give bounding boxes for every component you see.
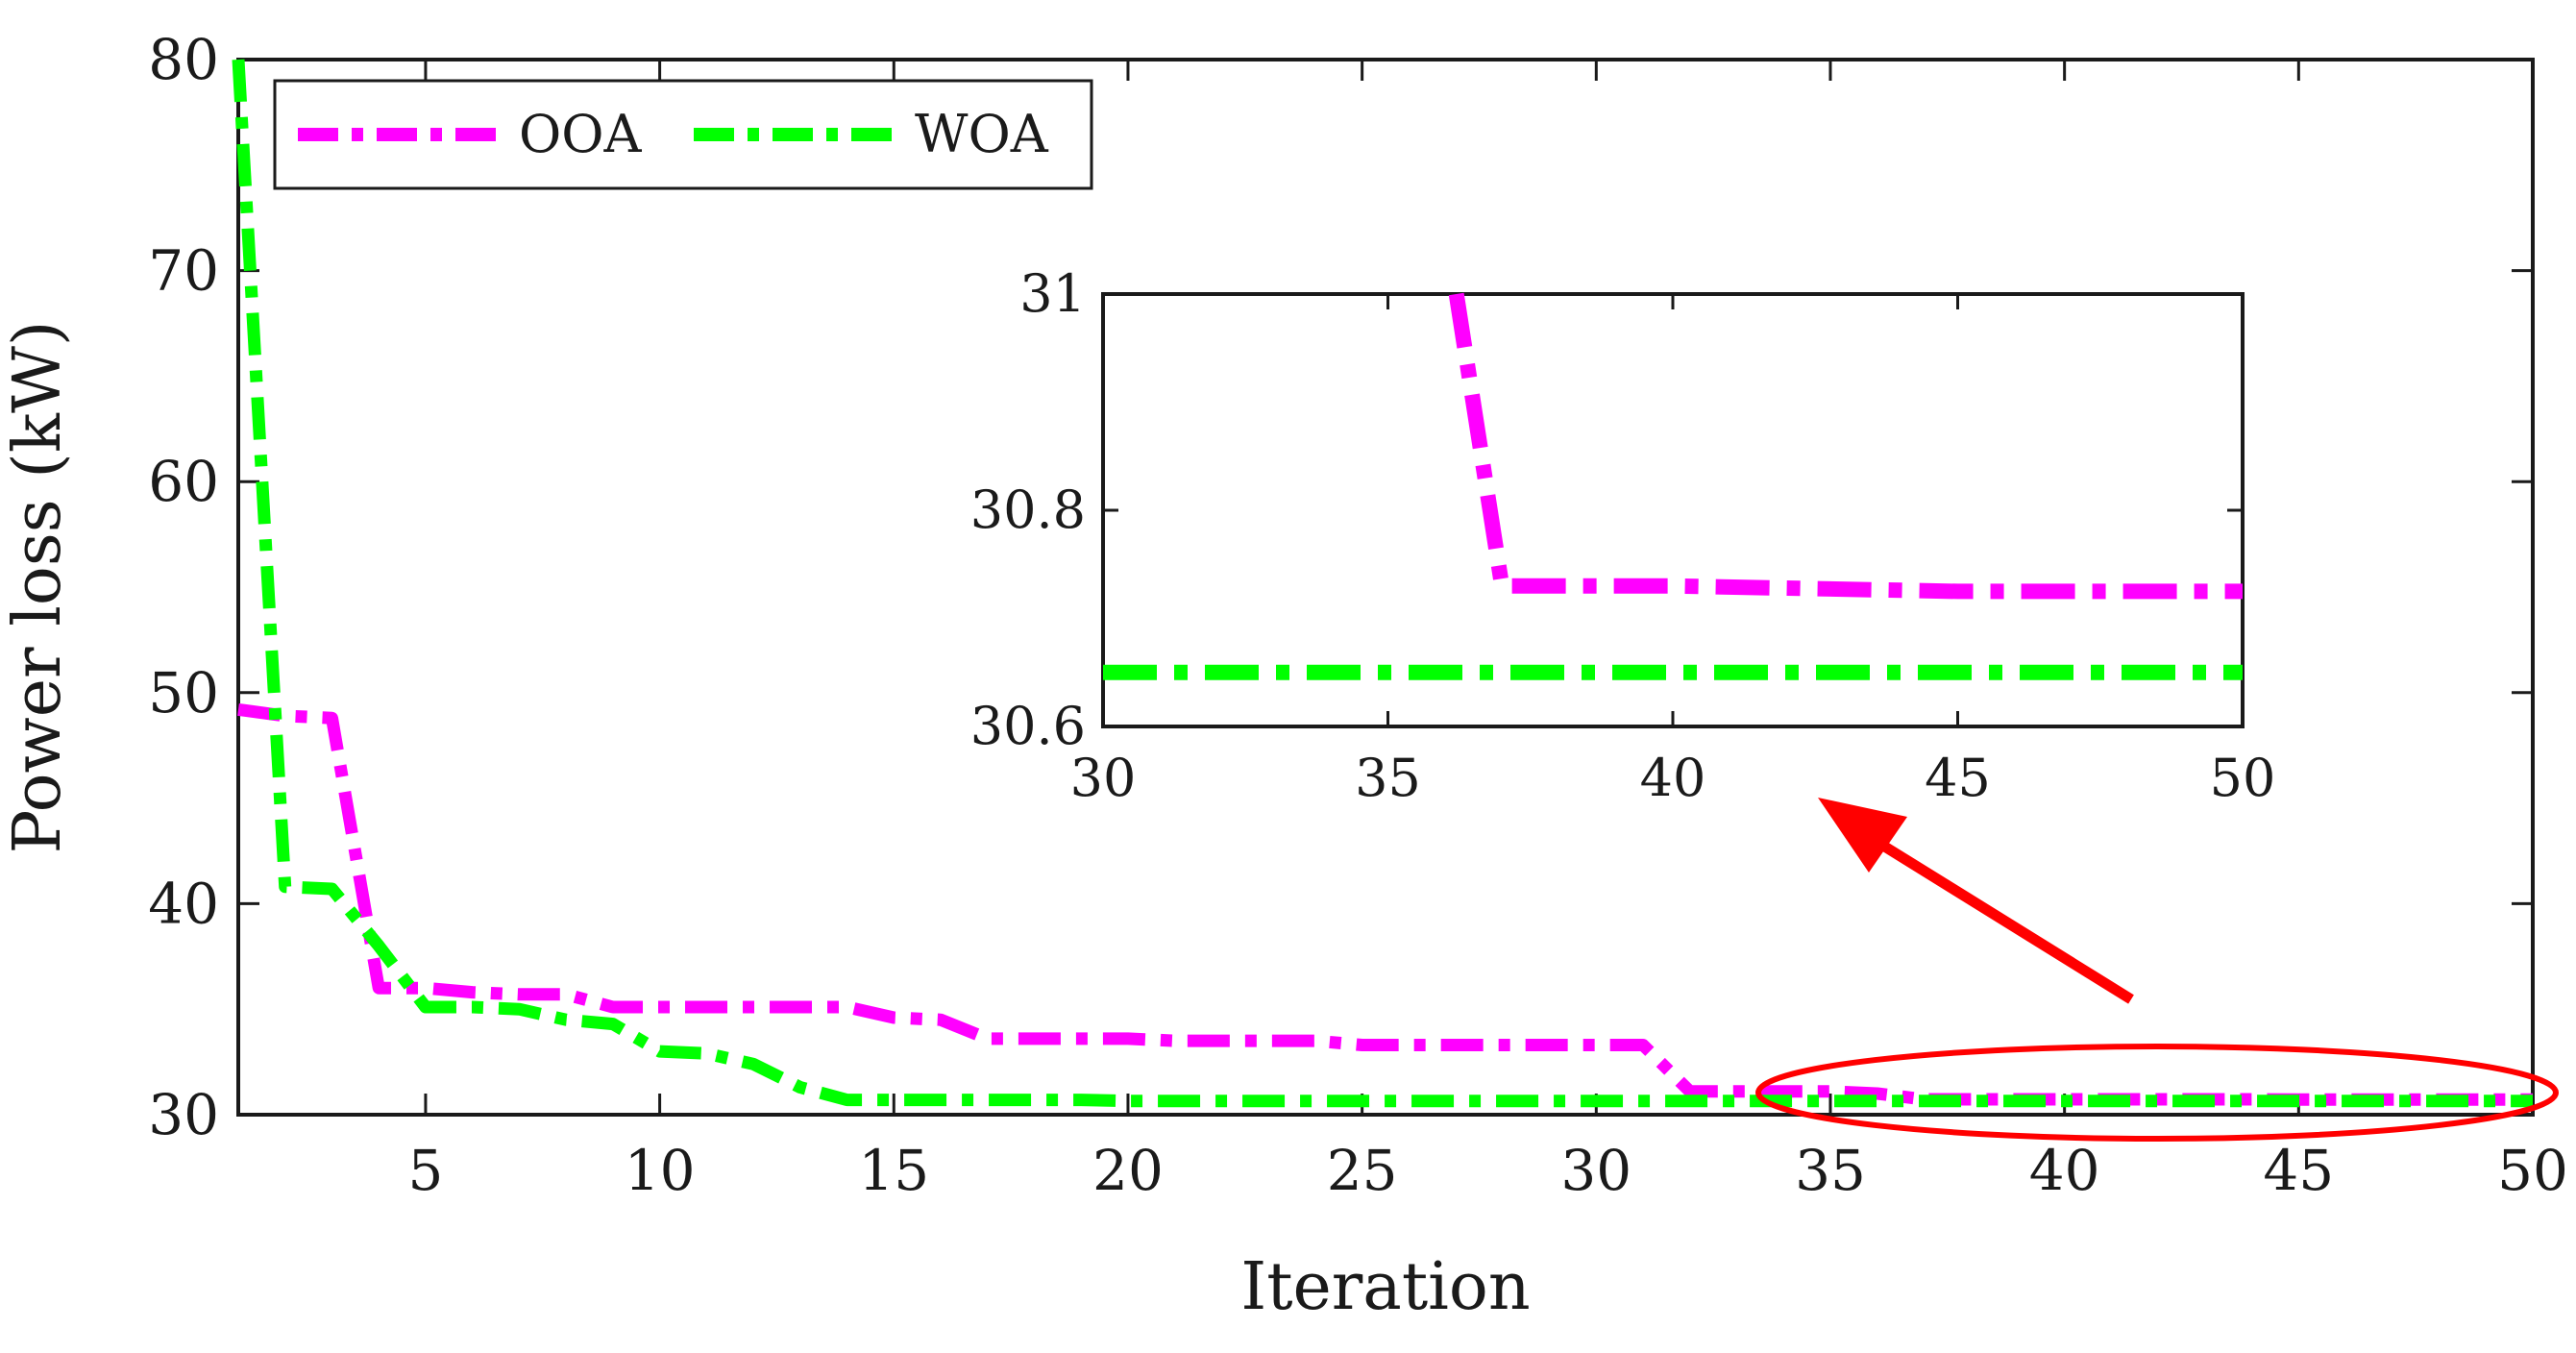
x-tick-label: 15 xyxy=(858,1138,929,1203)
x-tick-label: 50 xyxy=(2497,1138,2568,1203)
x-axis-title: Iteration xyxy=(1240,1249,1530,1325)
x-tick-label: 30 xyxy=(1560,1138,1631,1203)
inset-y-tick-label: 30.8 xyxy=(970,480,1086,540)
x-tick-label: 35 xyxy=(1795,1138,1866,1203)
legend: OOA WOA xyxy=(273,79,1093,190)
y-tick-label: 40 xyxy=(148,871,219,936)
y-tick-label: 60 xyxy=(148,449,219,514)
main-y-tick-labels: 30 40 50 60 70 80 xyxy=(148,27,219,1147)
inset-y-tick-label: 30.6 xyxy=(970,696,1086,756)
inset-x-tick-label: 45 xyxy=(1925,748,1991,808)
x-tick-label: 10 xyxy=(625,1138,696,1203)
inset-series-lines xyxy=(1103,292,2243,680)
inset-x-tick-label: 50 xyxy=(2210,748,2276,808)
x-tick-label: 45 xyxy=(2263,1138,2334,1203)
inset-tick-marks xyxy=(1101,292,2245,728)
main-series-lines xyxy=(232,59,2533,1108)
inset-plot-frame xyxy=(1101,292,2245,728)
legend-label-ooa: OOA xyxy=(519,104,643,164)
zoom-arrow-shaft xyxy=(1880,841,2134,1004)
y-tick-label: 80 xyxy=(148,27,219,92)
x-tick-label: 20 xyxy=(1092,1138,1164,1203)
y-tick-label: 30 xyxy=(148,1082,219,1147)
y-axis-title: Power loss (kW) xyxy=(0,321,76,854)
inset-x-tick-label: 40 xyxy=(1640,748,1706,808)
inset-y-tick-label: 31 xyxy=(1019,263,1086,324)
inset-x-tick-label: 30 xyxy=(1070,748,1137,808)
main-plot-area: 5 10 15 20 25 30 35 40 45 50 30 40 50 60 70 80 xyxy=(148,27,2568,1203)
y-tick-label: 70 xyxy=(148,238,219,304)
inset-x-tick-labels: 30 35 40 45 50 xyxy=(1070,748,2276,808)
highlight-ellipse xyxy=(1755,1044,2559,1142)
x-tick-label: 40 xyxy=(2029,1138,2100,1203)
zoom-arrow-head xyxy=(1818,798,1907,873)
x-tick-label: 25 xyxy=(1327,1138,1398,1203)
inset-series-line-ooa xyxy=(1448,292,2243,600)
series-line-ooa xyxy=(237,702,2533,1106)
inset-y-tick-labels: 30.6 30.8 31 xyxy=(970,263,1086,756)
inset-x-tick-label: 35 xyxy=(1355,748,1421,808)
main-plot-frame xyxy=(236,58,2535,1117)
main-x-tick-labels: 5 10 15 20 25 30 35 40 45 50 xyxy=(407,1138,2567,1203)
x-tick-label: 5 xyxy=(407,1138,443,1203)
y-tick-label: 50 xyxy=(148,660,219,726)
legend-label-woa: WOA xyxy=(915,104,1049,164)
inset-plot-area: 30 35 40 45 50 30.6 30.8 31 xyxy=(970,263,2276,808)
series-line-woa xyxy=(232,59,2533,1108)
